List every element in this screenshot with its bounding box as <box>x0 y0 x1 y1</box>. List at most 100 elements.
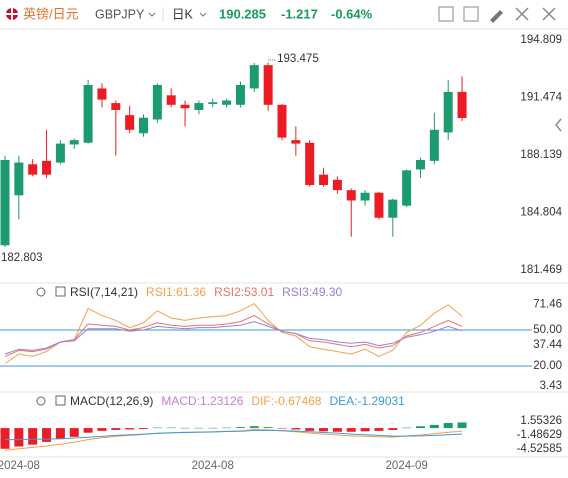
indicator-line <box>4 315 463 357</box>
macd-bar <box>277 428 287 429</box>
y-tick-label: -1.48629 <box>517 429 562 441</box>
candle-body <box>194 103 204 110</box>
indicator-icon[interactable] <box>55 286 66 297</box>
candle-body <box>97 88 107 100</box>
macd-bar <box>249 426 259 429</box>
macd-bar <box>235 427 245 429</box>
candle-body <box>222 100 232 105</box>
macd-bar <box>152 427 162 429</box>
price: 190.285 <box>219 6 266 21</box>
flag-cross <box>6 8 18 20</box>
macd-bar <box>42 428 52 442</box>
dropdown-arrow[interactable] <box>148 12 156 17</box>
legend-entry: MACD:1.23126 <box>161 394 243 408</box>
toolbar-icon[interactable] <box>463 6 479 22</box>
change-percent: -0.64% <box>331 6 373 21</box>
change: -1.217 <box>281 6 318 21</box>
candle-body <box>180 104 190 109</box>
macd-bar <box>305 428 315 431</box>
y-tick-label: 184.804 <box>520 207 562 219</box>
y-tick-label: 71.46 <box>533 298 562 310</box>
candle-body <box>429 129 439 161</box>
macd-bar <box>263 427 273 429</box>
macd-bar <box>402 427 412 429</box>
toolbar-icon[interactable] <box>490 10 503 23</box>
low-label: 182.803 <box>1 252 43 264</box>
macd-bar <box>180 427 190 429</box>
macd-bar <box>332 428 342 432</box>
candle-body <box>42 160 52 175</box>
macd-bar <box>222 427 232 429</box>
symbol[interactable]: GBPJPY <box>95 7 145 21</box>
candle-body <box>305 142 315 185</box>
macd-bar <box>69 428 79 437</box>
toolbar-icon[interactable] <box>515 7 529 21</box>
y-tick-label: 3.43 <box>540 380 562 392</box>
legend-entry: RSI1:61.36 <box>146 285 206 299</box>
legend-entry: RSI3:49.30 <box>282 285 342 299</box>
toolbar-icon[interactable] <box>438 6 454 22</box>
candle-body <box>291 140 301 144</box>
y-tick-label: 1.55326 <box>520 415 562 427</box>
candle-body <box>111 103 121 110</box>
y-tick-label: 20.00 <box>533 360 562 372</box>
macd-bar <box>55 428 65 440</box>
candle-body <box>125 115 135 130</box>
candle-body <box>374 192 384 218</box>
candle-body <box>208 102 218 104</box>
macd-bar <box>194 427 204 429</box>
macd-bar <box>0 428 10 449</box>
y-tick-label: 194.809 <box>520 34 562 46</box>
macd-bar <box>443 423 453 429</box>
candle-body <box>249 65 259 89</box>
candle-body <box>332 179 342 191</box>
y-tick-label: 50.00 <box>533 324 562 336</box>
macd-bar <box>388 428 398 430</box>
y-tick-label: 191.474 <box>520 92 562 104</box>
settings-icon[interactable] <box>36 396 46 406</box>
x-tick-label: 2024-09 <box>386 460 428 472</box>
candle-body <box>0 159 10 246</box>
indicator-line <box>5 429 463 441</box>
candle-body <box>443 91 453 133</box>
candle-body <box>14 162 24 196</box>
candle-body <box>166 95 176 105</box>
macd-bar <box>374 428 384 431</box>
candle-body <box>402 170 412 206</box>
candle-body <box>319 174 329 185</box>
x-tick-label: 2024-08 <box>0 460 40 472</box>
macd-bar <box>83 428 93 433</box>
candle-body <box>83 84 93 143</box>
high-label: 193.475 <box>277 53 319 65</box>
collapse-button[interactable] <box>555 118 562 132</box>
legend-entry: DEA:-1.29031 <box>329 394 405 408</box>
macd-bar <box>346 428 356 432</box>
legend-entry: RSI(7,14,21) <box>70 285 138 299</box>
macd-bar <box>208 427 218 429</box>
candle-body <box>263 65 273 105</box>
instrument-name[interactable]: 英镑/日元 <box>23 6 79 21</box>
macd-bar <box>139 428 148 430</box>
candle-body <box>346 190 356 201</box>
x-tick-label: 2024-08 <box>192 460 234 472</box>
macd-bar <box>166 427 176 429</box>
macd-bar <box>125 428 135 430</box>
indicator-icon[interactable] <box>55 395 66 406</box>
candle-body <box>139 117 148 134</box>
macd-bar <box>360 428 370 432</box>
macd-bar <box>319 428 329 432</box>
dropdown-arrow[interactable] <box>199 12 207 17</box>
macd-bar <box>429 424 439 429</box>
toolbar-icon[interactable] <box>542 7 556 21</box>
macd-bar <box>111 428 121 430</box>
candle-body <box>69 140 79 145</box>
legend-entry: DIF:-0.67468 <box>251 394 321 408</box>
indicator-line <box>4 302 463 365</box>
macd-bar <box>457 422 467 429</box>
y-tick-label: 188.139 <box>520 149 562 161</box>
settings-icon[interactable] <box>36 287 46 297</box>
legend-entry: MACD(12,26,9) <box>70 394 153 408</box>
period[interactable]: 日K <box>172 7 194 21</box>
